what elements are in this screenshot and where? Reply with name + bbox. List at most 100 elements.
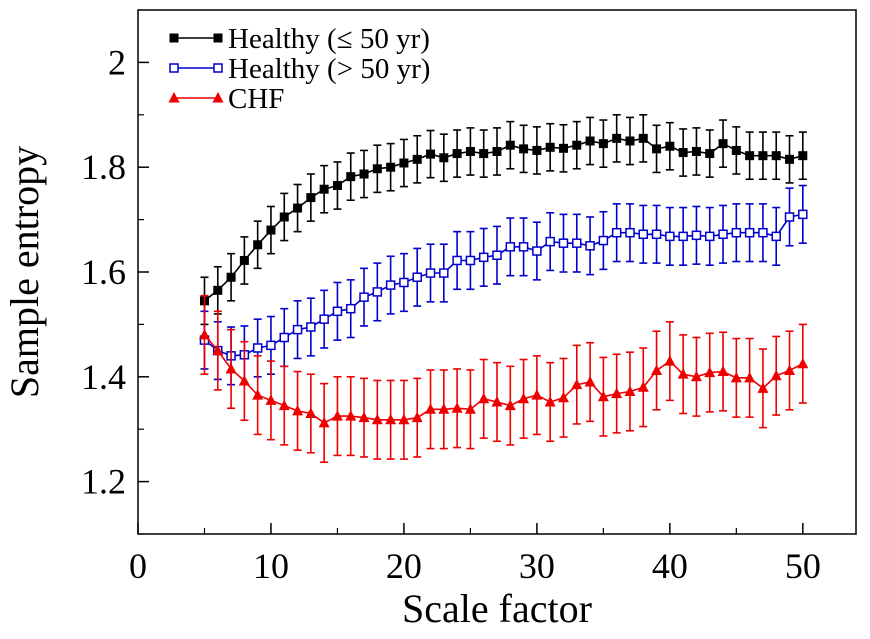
data-point bbox=[465, 255, 476, 266]
data-point bbox=[677, 368, 689, 379]
data-point bbox=[585, 241, 595, 251]
data-point bbox=[784, 212, 795, 222]
x-tick-label: 50 bbox=[785, 546, 821, 586]
data-point bbox=[612, 133, 622, 143]
series-2 bbox=[199, 184, 808, 386]
data-point bbox=[690, 370, 702, 382]
data-point bbox=[625, 136, 635, 146]
data-point bbox=[306, 193, 316, 203]
data-point bbox=[359, 169, 369, 179]
data-point bbox=[318, 416, 330, 428]
data-point bbox=[584, 376, 596, 387]
data-point bbox=[504, 399, 516, 411]
data-point bbox=[718, 139, 728, 149]
data-point bbox=[305, 407, 317, 418]
data-point bbox=[239, 255, 249, 265]
data-point bbox=[213, 285, 223, 295]
y-tick-label: 1.4 bbox=[81, 357, 126, 397]
data-point bbox=[730, 371, 742, 383]
data-point bbox=[478, 392, 490, 404]
data-point bbox=[585, 136, 595, 146]
data-point bbox=[452, 255, 462, 266]
data-point bbox=[198, 328, 210, 340]
data-point bbox=[279, 332, 290, 343]
data-point bbox=[744, 227, 755, 238]
data-point bbox=[505, 242, 516, 252]
data-point bbox=[545, 142, 555, 152]
data-point bbox=[558, 143, 568, 153]
data-point bbox=[479, 149, 489, 159]
data-point bbox=[425, 268, 436, 278]
y-axis-label: Sample entropy bbox=[2, 146, 47, 398]
legend: Healthy (≤ 50 yr)Healthy (> 50 yr)CHF bbox=[168, 23, 430, 115]
data-point bbox=[492, 146, 502, 156]
data-point bbox=[266, 340, 276, 351]
data-point bbox=[438, 403, 450, 414]
data-point bbox=[797, 357, 809, 369]
data-point bbox=[278, 399, 290, 411]
data-point bbox=[465, 146, 475, 156]
data-point bbox=[292, 404, 304, 416]
data-point bbox=[252, 389, 264, 400]
x-axis-label: Scale factor bbox=[402, 586, 592, 631]
data-point bbox=[544, 395, 556, 407]
data-point bbox=[771, 231, 781, 242]
data-point bbox=[452, 149, 462, 159]
x-tick-label: 0 bbox=[129, 546, 147, 586]
y-tick-label: 1.2 bbox=[81, 462, 126, 502]
axis-ticks: 0 10 20 30 40 50 1.2 1.4 1.6 1.8 2 bbox=[81, 42, 821, 586]
data-point bbox=[705, 149, 715, 159]
legend-marker bbox=[212, 92, 224, 103]
data-point bbox=[279, 212, 289, 222]
x-tick-label: 30 bbox=[519, 546, 555, 586]
data-point bbox=[665, 231, 675, 242]
data-point bbox=[758, 151, 768, 161]
data-point bbox=[651, 229, 662, 240]
data-point bbox=[293, 203, 303, 213]
data-point bbox=[371, 413, 383, 425]
y-tick-label: 1.8 bbox=[81, 147, 126, 187]
data-point bbox=[253, 240, 263, 250]
series-line bbox=[204, 137, 804, 302]
data-point bbox=[265, 394, 277, 405]
data-point bbox=[426, 149, 436, 159]
legend-marker bbox=[213, 33, 223, 43]
data-point bbox=[745, 151, 755, 161]
data-point bbox=[624, 385, 636, 396]
data-point bbox=[411, 411, 423, 423]
data-point bbox=[398, 413, 410, 425]
data-point bbox=[691, 230, 702, 241]
legend-label: CHF bbox=[228, 83, 284, 115]
data-point bbox=[346, 172, 356, 182]
data-point bbox=[331, 410, 343, 421]
data-point bbox=[611, 387, 623, 399]
data-point bbox=[358, 411, 370, 423]
series-layer bbox=[198, 114, 809, 464]
data-point bbox=[558, 238, 569, 248]
data-point bbox=[518, 392, 530, 404]
data-point bbox=[292, 324, 303, 335]
data-point bbox=[372, 287, 383, 297]
data-point bbox=[385, 413, 397, 425]
data-point bbox=[399, 277, 409, 288]
data-point bbox=[412, 154, 422, 164]
data-point bbox=[597, 390, 609, 402]
data-point bbox=[425, 403, 437, 414]
data-point bbox=[226, 272, 236, 282]
data-point bbox=[359, 292, 369, 302]
data-point bbox=[704, 366, 716, 378]
data-point bbox=[518, 242, 529, 252]
data-point bbox=[557, 391, 569, 403]
series-3 bbox=[198, 294, 809, 464]
legend-label: Healthy (> 50 yr) bbox=[228, 53, 430, 85]
data-point bbox=[439, 268, 449, 278]
data-point bbox=[744, 371, 756, 383]
data-point bbox=[385, 280, 396, 290]
data-point bbox=[638, 229, 649, 240]
legend-marker bbox=[168, 92, 180, 103]
data-point bbox=[345, 303, 356, 314]
data-point bbox=[399, 158, 409, 168]
data-point bbox=[319, 314, 329, 324]
data-point bbox=[532, 246, 542, 256]
